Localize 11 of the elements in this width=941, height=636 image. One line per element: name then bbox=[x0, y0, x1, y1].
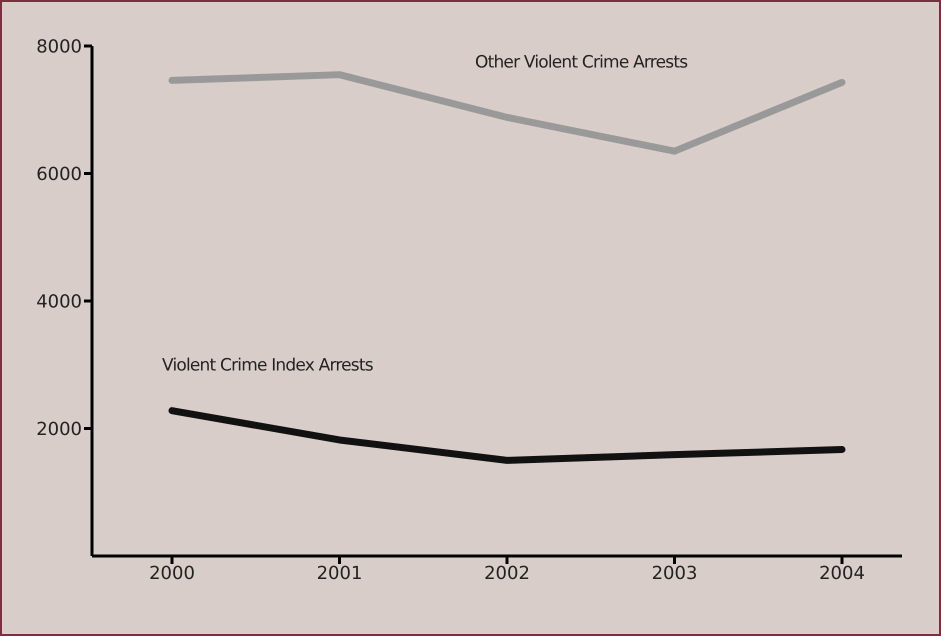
x-tick-label: 2003 bbox=[652, 562, 698, 584]
x-tick-label: 2002 bbox=[484, 562, 530, 584]
y-tick-label: 4000 bbox=[36, 291, 82, 312]
x-tick-label: 2004 bbox=[819, 562, 865, 584]
y-tick-label: 2000 bbox=[36, 418, 82, 440]
text: Other Violent Crime Arrests bbox=[475, 52, 688, 72]
text: Violent Crime Index Arrests bbox=[162, 356, 374, 376]
x-tick-label: 2001 bbox=[316, 562, 362, 584]
y-tick-label: 6000 bbox=[36, 164, 82, 185]
y-tick-label: 8000 bbox=[36, 36, 82, 58]
x-tick-label: 2000 bbox=[149, 562, 195, 584]
